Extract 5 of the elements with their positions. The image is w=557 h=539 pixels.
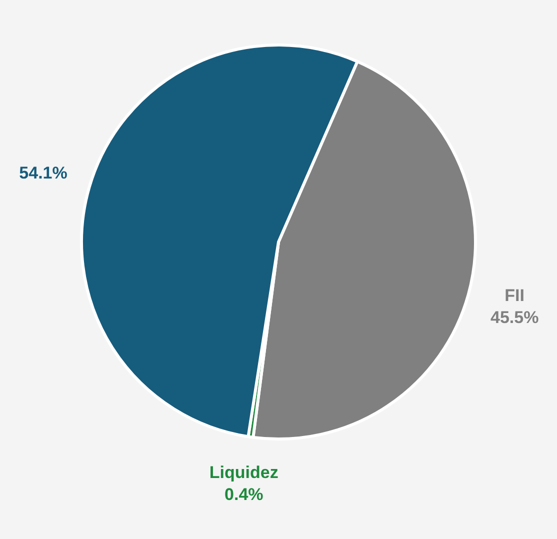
slice-label: FII xyxy=(504,286,525,306)
data-label: 45.5% xyxy=(490,308,539,328)
slice-label: Liquidez xyxy=(209,463,278,482)
data-label: 54.1% xyxy=(19,163,68,182)
data-label: 0.4% xyxy=(224,485,264,504)
